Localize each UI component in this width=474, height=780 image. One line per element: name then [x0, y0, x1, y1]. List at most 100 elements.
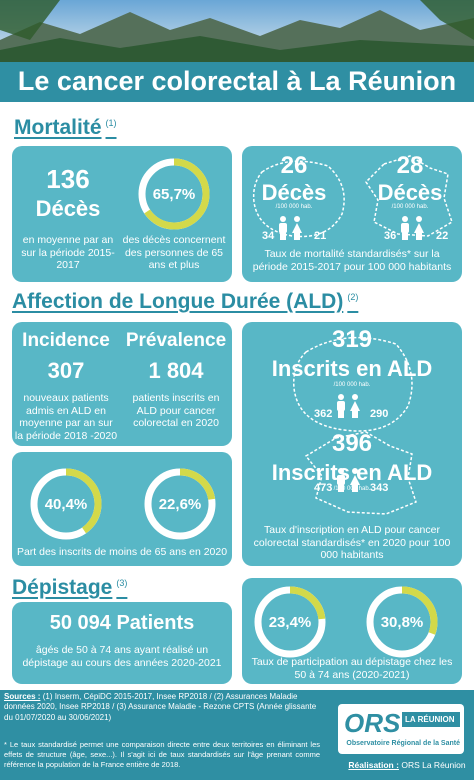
body	[414, 223, 424, 233]
sources-label: Sources :	[4, 692, 41, 701]
body	[337, 475, 345, 485]
panel	[12, 452, 232, 566]
ref: (3)	[116, 578, 128, 588]
men-rate: 473	[314, 482, 333, 494]
donut-svg: 65,7%	[138, 158, 210, 230]
stat-number: 1 804	[148, 358, 204, 383]
head	[402, 216, 408, 222]
credit: Réalisation : ORS La Réunion	[344, 760, 470, 770]
man-icon	[337, 468, 345, 492]
men-rate: 36	[384, 230, 397, 242]
ref: (1)	[105, 118, 117, 128]
rate-unit: /100 000 hab.	[391, 204, 429, 210]
logo-name: ORS	[344, 708, 401, 738]
donut: 22,6%	[142, 466, 218, 542]
caption: Part des inscrits de moins de 65 ans en …	[16, 546, 228, 558]
stat-text: nouveaux patients admis en ALD en moyenn…	[14, 392, 118, 442]
logo: ORS LA RÉUNION Observatoire Régional de …	[338, 704, 464, 754]
head	[280, 216, 286, 222]
legs	[280, 232, 286, 240]
donut-svg: 22,6%	[144, 468, 216, 540]
legs	[294, 232, 300, 240]
footnote: * Le taux standardisé permet une compara…	[4, 740, 320, 769]
panel	[12, 602, 232, 684]
rate-label: Décès	[377, 180, 443, 205]
donut: 65,7%	[136, 156, 212, 232]
donut-text: des décès concernent des personnes de 65…	[122, 234, 226, 272]
rate-unit: /100 000 hab.	[275, 204, 313, 210]
section-heading: Mortalité (1)	[14, 116, 117, 140]
stat-text: en moyenne par an sur la période 2015-20…	[21, 234, 115, 272]
donut-label: 30,8%	[381, 614, 424, 631]
stat-title: Prévalence	[125, 330, 227, 351]
credit-label: Réalisation :	[348, 760, 399, 770]
rate-number: 28	[396, 152, 424, 179]
donut-arc	[144, 468, 216, 540]
man-icon	[279, 216, 287, 240]
heading-text: Affection de Longue Durée (ALD)	[12, 290, 344, 313]
man-icon	[337, 394, 345, 418]
caption: Taux de mortalité standardisés* sur la p…	[252, 248, 452, 273]
title-band	[0, 62, 474, 102]
woman-icon	[414, 216, 424, 240]
donut-arc	[30, 468, 102, 540]
legs	[352, 484, 358, 492]
women-rate: 22	[436, 230, 449, 242]
donut: 40,4%	[28, 466, 104, 542]
rate-label: Inscrits en ALD	[271, 356, 433, 381]
head	[352, 394, 358, 400]
donut-label: 23,4%	[269, 614, 312, 631]
body	[350, 475, 360, 485]
legs	[416, 232, 422, 240]
donut-arc	[138, 158, 210, 230]
body	[350, 401, 360, 411]
stat-number: 136	[46, 164, 90, 194]
heading-text: Dépistage	[12, 576, 113, 599]
man-icon	[401, 216, 409, 240]
stat-title: Incidence	[22, 330, 110, 351]
rate-label: Inscrits en ALD	[271, 460, 433, 485]
section-heading: Dépistage (3)	[12, 576, 127, 600]
woman-icon	[350, 394, 360, 418]
women-rate: 21	[314, 230, 327, 242]
legs	[352, 410, 358, 418]
donut: 23,4%	[252, 584, 328, 660]
body	[337, 401, 345, 411]
caption: Taux de participation au dépistage chez …	[251, 656, 453, 681]
donut-label: 40,4%	[45, 496, 88, 513]
head	[338, 468, 344, 474]
donut-svg: 23,4%	[254, 586, 326, 658]
page-title: Le cancer colorectal à La Réunion	[17, 66, 457, 96]
stat-number: 50 094 Patients	[49, 612, 195, 634]
rate-label: Décès	[261, 180, 327, 205]
stat-number: 307	[47, 358, 85, 383]
rate-number: 319	[331, 326, 373, 353]
donut-svg: 40,4%	[30, 468, 102, 540]
donut: 30,8%	[364, 584, 440, 660]
woman-icon	[292, 216, 302, 240]
stat-label: Décès	[35, 196, 101, 221]
body	[401, 223, 409, 233]
panel	[242, 146, 462, 282]
body	[292, 223, 302, 233]
caption: Taux d'inscription en ALD pour cancer co…	[253, 524, 451, 562]
donut-arc	[254, 586, 326, 658]
head	[338, 394, 344, 400]
legs	[402, 232, 408, 240]
head	[416, 216, 422, 222]
credit-text: ORS La Réunion	[401, 760, 466, 770]
header-image	[0, 0, 474, 62]
panel	[12, 322, 232, 446]
logo-region: LA RÉUNION	[402, 712, 460, 727]
men-rate: 362	[314, 408, 333, 420]
ref: (2)	[347, 292, 359, 302]
head	[352, 468, 358, 474]
section-heading: Affection de Longue Durée (ALD) (2)	[12, 290, 358, 314]
donut-label: 65,7%	[153, 186, 196, 203]
rate-number: 26	[280, 152, 308, 179]
donut-svg: 30,8%	[366, 586, 438, 658]
panel	[242, 322, 462, 566]
donut-arc	[366, 586, 438, 658]
women-rate: 343	[370, 482, 389, 494]
